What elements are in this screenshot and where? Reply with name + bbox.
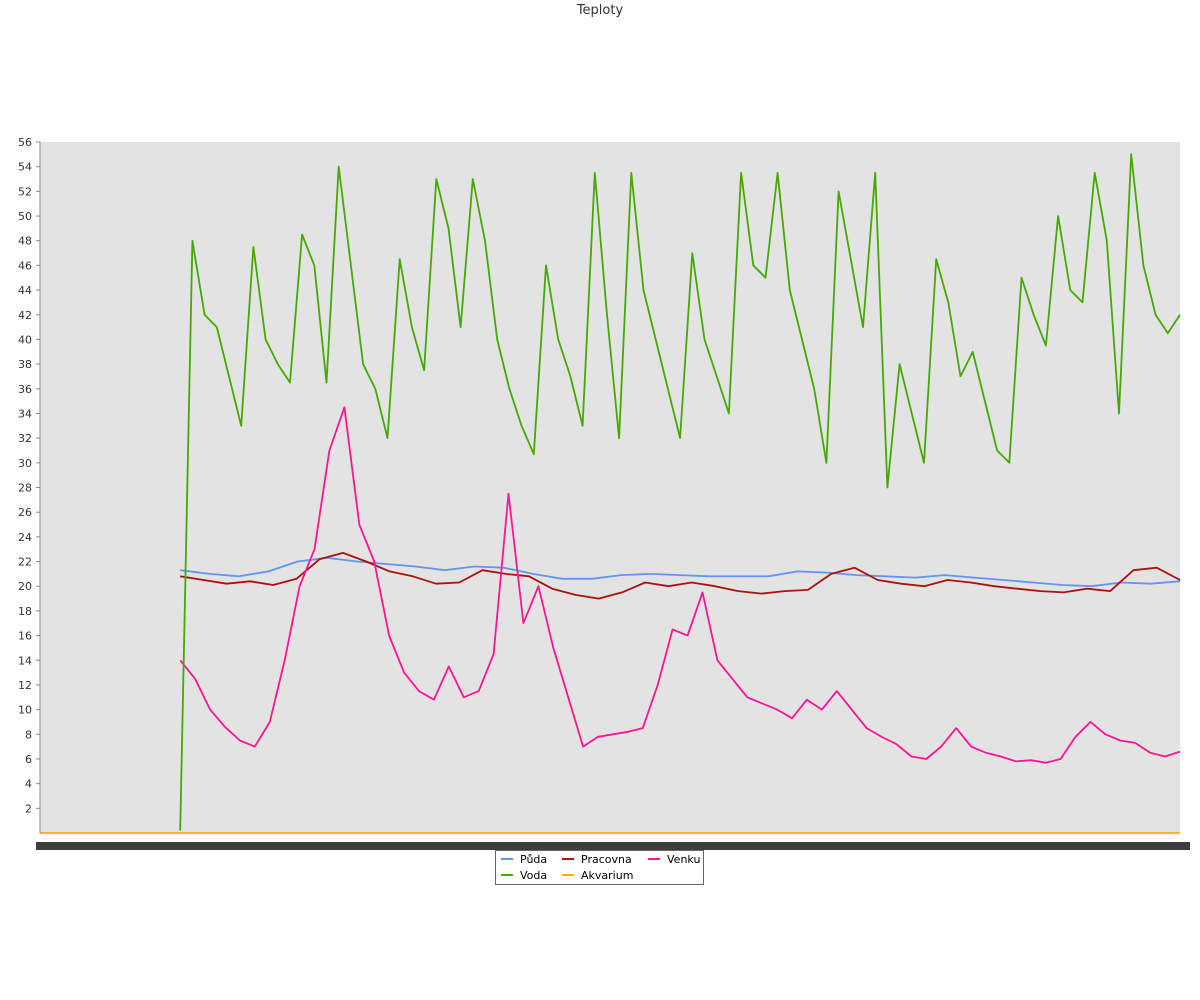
series-layer — [40, 153, 1181, 834]
y-tick-label: 52 — [18, 185, 32, 198]
y-tick-label: 12 — [18, 679, 32, 692]
y-tick-label: 40 — [18, 333, 32, 346]
legend-swatch-voda — [501, 874, 513, 876]
y-tick-label: 10 — [18, 704, 32, 717]
legend-label-pracovna: Pracovna — [581, 853, 632, 866]
legend-swatch-akvarium — [562, 874, 574, 876]
y-tick-label: 44 — [18, 284, 32, 297]
y-tick-label: 32 — [18, 432, 32, 445]
legend-item-akvarium: Akvarium — [562, 869, 633, 883]
legend-item-pracovna: Pracovna — [562, 853, 632, 867]
legend-swatch-venku — [648, 858, 660, 860]
chart-title: Teploty — [576, 3, 624, 18]
legend-label-voda: Voda — [520, 869, 548, 882]
y-tick-label: 42 — [18, 309, 32, 322]
series-line-pda — [180, 556, 1181, 588]
y-axis: 2468101214161820222426283032343638404244… — [18, 136, 40, 815]
legend-label-venku: Venku — [667, 853, 701, 866]
legend-item-puda: Půda — [501, 853, 547, 867]
series-line-venku — [179, 406, 1181, 764]
y-tick-label: 28 — [18, 482, 32, 495]
y-tick-label: 20 — [18, 580, 32, 593]
y-tick-label: 36 — [18, 383, 32, 396]
y-tick-label: 46 — [18, 259, 32, 272]
legend-item-voda: Voda — [501, 869, 547, 883]
y-tick-label: 18 — [18, 605, 32, 618]
y-tick-label: 16 — [18, 630, 32, 643]
y-tick-label: 8 — [25, 728, 32, 741]
y-tick-label: 26 — [18, 506, 32, 519]
y-tick-label: 22 — [18, 556, 32, 569]
y-tick-label: 6 — [25, 753, 32, 766]
legend-swatch-pracovna — [562, 858, 574, 860]
x-axis-band — [36, 842, 1190, 850]
y-tick-label: 30 — [18, 457, 32, 470]
y-tick-label: 2 — [25, 802, 32, 815]
y-tick-label: 4 — [25, 778, 32, 791]
y-tick-label: 54 — [18, 161, 32, 174]
y-tick-label: 48 — [18, 235, 32, 248]
y-tick-label: 56 — [18, 136, 32, 149]
legend: Půda Pracovna Venku Voda Akvarium — [495, 850, 704, 885]
y-tick-label: 50 — [18, 210, 32, 223]
y-tick-label: 38 — [18, 358, 32, 371]
y-tick-label: 34 — [18, 407, 32, 420]
series-line-pracovna — [180, 552, 1181, 600]
legend-swatch-puda — [501, 858, 513, 860]
legend-label-puda: Půda — [520, 853, 548, 866]
series-line-voda — [179, 153, 1181, 831]
plot-area — [40, 142, 1180, 833]
legend-item-venku: Venku — [648, 853, 700, 867]
legend-label-akvarium: Akvarium — [581, 869, 634, 882]
y-tick-label: 14 — [18, 654, 32, 667]
y-tick-label: 24 — [18, 531, 32, 544]
